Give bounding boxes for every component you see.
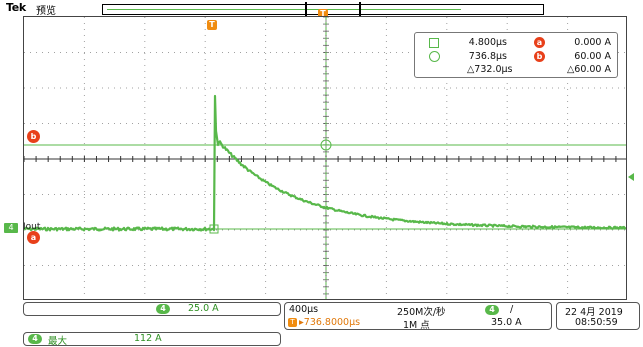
record-length-value: 1M 点 (403, 320, 430, 331)
trigger-position-value: ▸736.8000µs (299, 317, 361, 328)
channel-4-waveform (24, 94, 626, 232)
time-value: 08:50:59 (575, 317, 618, 328)
brand-logo: Tek (6, 1, 26, 14)
cursor-delta-time: △732.0µs (467, 64, 513, 75)
cursor-a-amplitude: 0.000 A (574, 37, 611, 48)
channel-scale-panel[interactable]: 4 25.0 A (23, 302, 281, 316)
graticule-svg (24, 17, 626, 299)
trigger-slope-icon: / (510, 304, 514, 315)
sample-rate-value: 250M次/秒 (397, 307, 446, 318)
cursor-delta-amplitude: △60.00 A (566, 64, 611, 75)
channel-4-chip: 4 (156, 304, 170, 314)
cursor-b-icon: b (534, 51, 545, 62)
trigger-position-marker[interactable]: T (207, 20, 217, 30)
timebase-value: 400µs (289, 304, 319, 315)
trigger-level-value: 35.0 A (491, 317, 522, 328)
cursor-2-time: 736.8µs (468, 51, 507, 62)
measurement-panel[interactable]: 4 最大 112 A (23, 332, 281, 347)
cursor-a-icon: a (534, 37, 545, 48)
trigger-level-arrow-icon[interactable] (628, 173, 634, 181)
measurement-label: 最大 (48, 336, 68, 347)
cursor-readout-panel: 4.800µs a 0.000 A 736.8µs b 60.00 A △732… (414, 32, 618, 78)
cursor-1-square-icon (429, 38, 439, 48)
vertical-scale-value: 25.0 A (188, 303, 219, 314)
channel-4-ground-marker[interactable]: 4 (4, 223, 18, 233)
cursor-2-circle-icon (429, 51, 440, 62)
date-value: 22 4月 2019 (565, 307, 623, 318)
cursor-b-badge[interactable]: b (27, 130, 40, 143)
record-overview-waveform (107, 9, 461, 10)
date-time-panel: 22 4月 2019 08:50:59 (556, 302, 640, 330)
cursor-1-time: 4.800µs (468, 37, 507, 48)
timebase-trigger-panel[interactable]: 400µs T ▸736.8000µs 250M次/秒 1M 点 4 / 35.… (284, 302, 552, 331)
trigger-position-icon: T (288, 318, 297, 327)
trigger-source-chip: 4 (485, 305, 499, 315)
record-view-window[interactable] (305, 2, 361, 16)
measurement-channel-chip: 4 (28, 334, 42, 344)
measurement-value: 112 A (134, 333, 162, 344)
cursor-b-amplitude: 60.00 A (574, 51, 611, 62)
cursor-2-marker (320, 139, 332, 151)
cursor-a-badge[interactable]: a (27, 231, 40, 244)
preview-mode-label: 预览 (36, 6, 56, 17)
channel-label: Iout (23, 222, 41, 232)
record-trigger-marker: T (318, 9, 328, 19)
